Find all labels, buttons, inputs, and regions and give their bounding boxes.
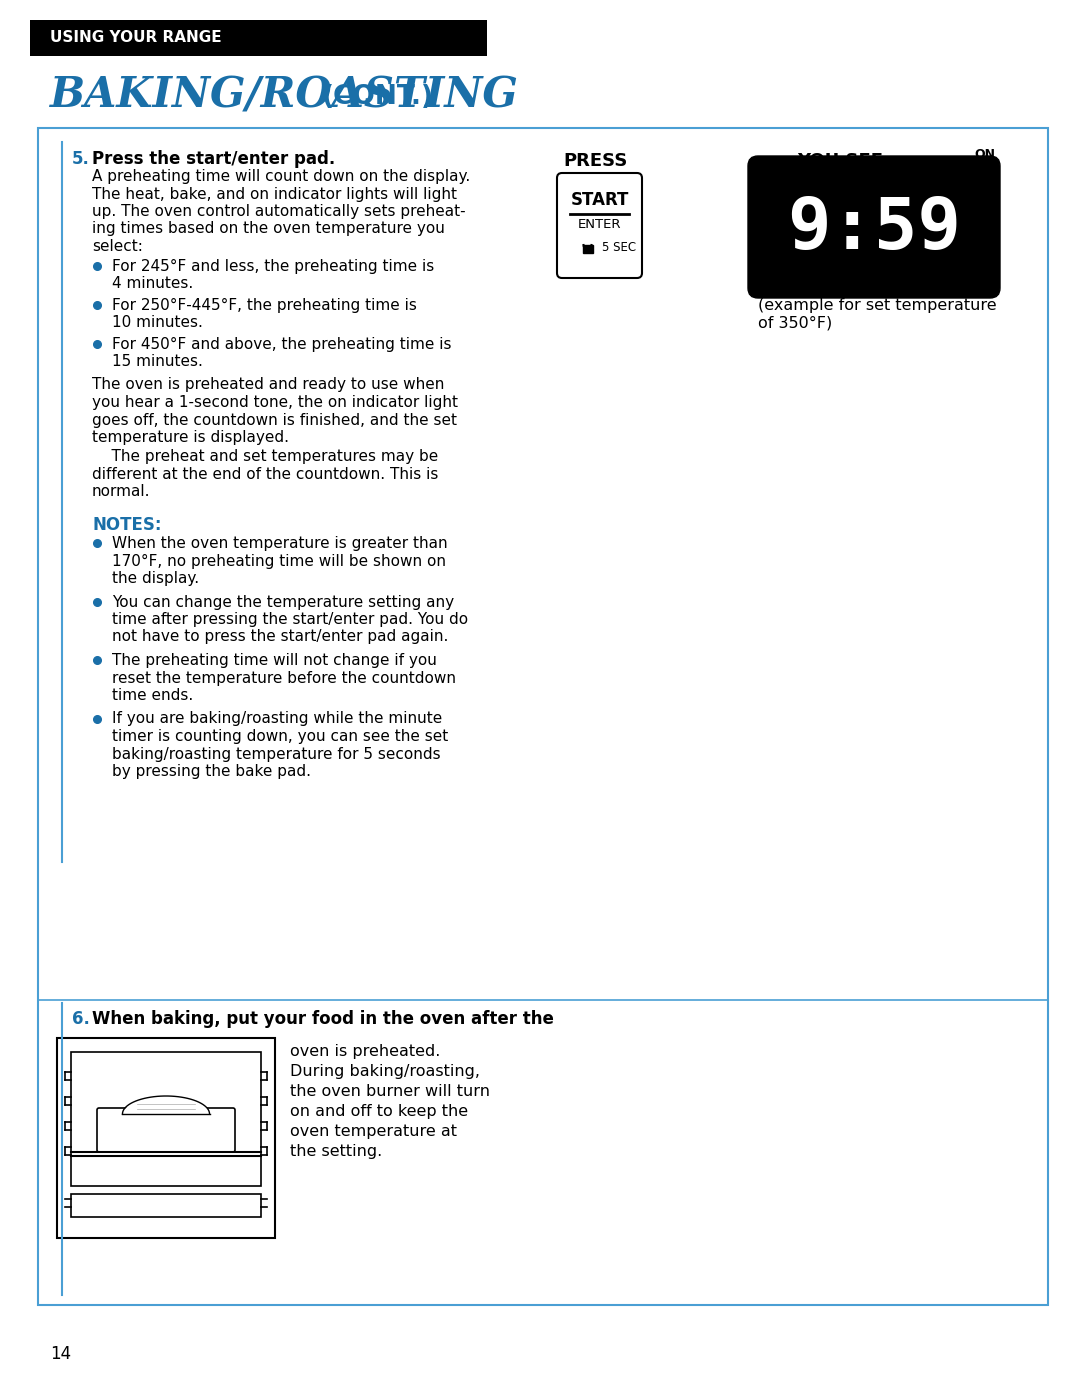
FancyBboxPatch shape [748, 156, 1000, 298]
Bar [582, 244, 593, 253]
Text: BAKING/ROASTING: BAKING/ROASTING [50, 75, 518, 117]
Text: ENTER: ENTER [578, 218, 621, 231]
Text: For 245°F and less, the preheating time is: For 245°F and less, the preheating time … [112, 258, 434, 274]
Text: oven is preheated.: oven is preheated. [291, 1044, 441, 1059]
Text: 10 minutes.: 10 minutes. [112, 314, 203, 330]
Text: normal.: normal. [92, 485, 150, 500]
Text: the display.: the display. [112, 571, 199, 585]
Text: PRESS: PRESS [564, 152, 629, 170]
Text: 5 SEC: 5 SEC [603, 242, 636, 254]
Text: oven temperature at: oven temperature at [291, 1125, 457, 1139]
Text: the setting.: the setting. [291, 1144, 382, 1160]
Bar [57, 1038, 275, 1238]
Text: Press the start/enter pad.: Press the start/enter pad. [92, 149, 335, 168]
Text: you hear a 1-second tone, the on indicator light: you hear a 1-second tone, the on indicat… [92, 395, 458, 409]
Text: the oven burner will turn: the oven burner will turn [291, 1084, 490, 1099]
FancyBboxPatch shape [97, 1108, 235, 1153]
FancyBboxPatch shape [557, 173, 642, 278]
Text: ON: ON [974, 148, 996, 161]
Text: temperature is displayed.: temperature is displayed. [92, 430, 289, 446]
Text: The preheat and set temperatures may be: The preheat and set temperatures may be [92, 450, 438, 464]
Text: A preheating time will count down on the display.: A preheating time will count down on the… [92, 169, 470, 184]
Text: not have to press the start/enter pad again.: not have to press the start/enter pad ag… [112, 630, 448, 644]
Text: (example for set temperature: (example for set temperature [758, 298, 997, 313]
Text: 4 minutes.: 4 minutes. [112, 277, 193, 291]
Text: different at the end of the countdown. This is: different at the end of the countdown. T… [92, 467, 438, 482]
Text: You can change the temperature setting any: You can change the temperature setting a… [112, 595, 454, 609]
Text: 15 minutes.: 15 minutes. [112, 353, 203, 369]
Text: (CONT.): (CONT.) [322, 84, 434, 110]
Text: USING YOUR RANGE: USING YOUR RANGE [50, 31, 221, 46]
Text: YOU SEE: YOU SEE [797, 152, 883, 170]
Text: The heat, bake, and on indicator lights will light: The heat, bake, and on indicator lights … [92, 187, 457, 201]
Text: up. The oven control automatically sets preheat-: up. The oven control automatically sets … [92, 204, 465, 219]
Text: If you are baking/roasting while the minute: If you are baking/roasting while the min… [112, 711, 442, 726]
Text: 6.: 6. [72, 1010, 90, 1028]
Text: timer is counting down, you can see the set: timer is counting down, you can see the … [112, 729, 448, 745]
Bar [71, 1194, 261, 1217]
Text: For 450°F and above, the preheating time is: For 450°F and above, the preheating time… [112, 337, 451, 352]
Text: baking/roasting temperature for 5 seconds: baking/roasting temperature for 5 second… [112, 746, 441, 761]
Text: by pressing the bake pad.: by pressing the bake pad. [112, 764, 311, 780]
Text: During baking/roasting,: During baking/roasting, [291, 1065, 480, 1078]
Text: For 250°F-445°F, the preheating time is: For 250°F-445°F, the preheating time is [112, 298, 417, 313]
Text: goes off, the countdown is finished, and the set: goes off, the countdown is finished, and… [92, 412, 457, 427]
Text: 5.: 5. [72, 149, 90, 168]
Text: The oven is preheated and ready to use when: The oven is preheated and ready to use w… [92, 377, 444, 393]
Text: reset the temperature before the countdown: reset the temperature before the countdo… [112, 671, 456, 686]
Text: time ends.: time ends. [112, 687, 193, 703]
Text: time after pressing the start/enter pad. You do: time after pressing the start/enter pad.… [112, 612, 468, 627]
Text: NOTES:: NOTES: [92, 515, 162, 534]
Text: 9:59: 9:59 [787, 194, 961, 264]
Text: When baking, put your food in the oven after the: When baking, put your food in the oven a… [92, 1010, 554, 1028]
Text: 170°F, no preheating time will be shown on: 170°F, no preheating time will be shown … [112, 553, 446, 569]
Text: select:: select: [92, 239, 143, 254]
Text: of 350°F): of 350°F) [758, 316, 833, 331]
Text: ing times based on the oven temperature you: ing times based on the oven temperature … [92, 222, 445, 236]
Text: 14: 14 [50, 1345, 71, 1363]
Bar [71, 1052, 261, 1186]
Text: on and off to keep the: on and off to keep the [291, 1104, 468, 1119]
Text: START: START [570, 191, 629, 210]
Text: When the oven temperature is greater than: When the oven temperature is greater tha… [112, 536, 447, 550]
Bar [38, 129, 1048, 1305]
Text: The preheating time will not change if you: The preheating time will not change if y… [112, 652, 437, 668]
Bar [30, 20, 487, 56]
